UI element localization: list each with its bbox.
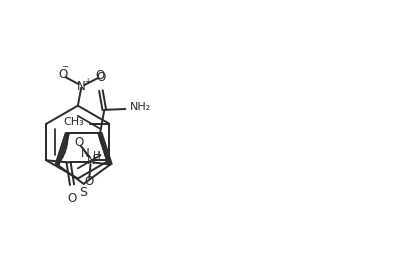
Text: N: N bbox=[87, 154, 96, 167]
Text: O: O bbox=[67, 193, 77, 205]
Text: O: O bbox=[85, 175, 94, 188]
Text: +: + bbox=[84, 77, 90, 86]
Text: O: O bbox=[59, 68, 68, 81]
Text: N: N bbox=[77, 80, 86, 93]
Text: N: N bbox=[80, 147, 89, 160]
Text: O: O bbox=[96, 69, 105, 82]
Text: S: S bbox=[79, 186, 87, 199]
Text: O: O bbox=[74, 136, 83, 149]
Text: H: H bbox=[92, 151, 100, 161]
Text: +: + bbox=[94, 150, 100, 159]
Text: NH₂: NH₂ bbox=[130, 102, 151, 112]
Text: −: − bbox=[61, 62, 68, 71]
Text: CH₃: CH₃ bbox=[63, 117, 84, 127]
Text: −: − bbox=[77, 129, 84, 138]
Text: O: O bbox=[96, 71, 106, 84]
